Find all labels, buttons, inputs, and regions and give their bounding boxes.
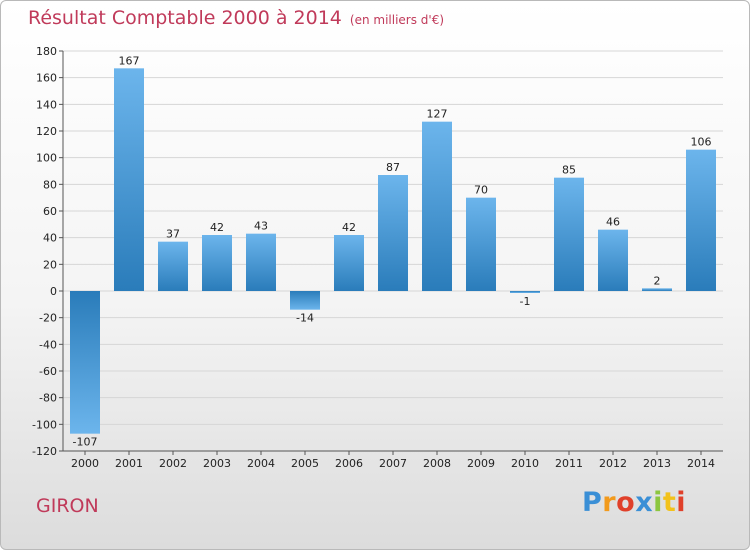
- bar-2001: [114, 68, 144, 291]
- tick-labels: -120 -100 -80 -60 -40 -20 0 20 40 60 80 100 120 140 16…: [32, 45, 715, 470]
- data-label-2005: -14: [296, 312, 314, 325]
- bar-2014: [686, 149, 716, 291]
- x-tick-label-2003: 2003: [203, 457, 231, 470]
- x-tick-label-2011: 2011: [555, 457, 583, 470]
- city-name: GIRON: [36, 495, 99, 517]
- bar-2008: [422, 121, 452, 292]
- data-label-2013: 2: [654, 274, 661, 287]
- data-label-2010: -1: [520, 295, 531, 308]
- y-tick-label: 140: [36, 98, 57, 111]
- y-tick-label: 180: [36, 45, 57, 58]
- logo-letter: i: [653, 487, 663, 518]
- x-tick-label-2004: 2004: [247, 457, 275, 470]
- logo-letter: o: [616, 487, 636, 518]
- y-tick-label: 160: [36, 72, 57, 85]
- logo-letter: P: [582, 487, 603, 518]
- x-tick-label-2014: 2014: [687, 457, 715, 470]
- x-tick-label-2007: 2007: [379, 457, 407, 470]
- x-tick-label-2012: 2012: [599, 457, 627, 470]
- y-tick-label: 100: [36, 152, 57, 165]
- bar-2000: [70, 291, 100, 434]
- x-tick-label-2001: 2001: [115, 457, 143, 470]
- data-label-2003: 42: [210, 221, 224, 234]
- title-text: Résultat Comptable 2000 à 2014: [28, 7, 342, 29]
- data-label-2006: 42: [342, 221, 356, 234]
- x-tick-label-2006: 2006: [335, 457, 363, 470]
- logo-letter: t: [662, 487, 677, 518]
- bar-2004: [246, 233, 276, 291]
- y-tick-label: 0: [50, 285, 57, 298]
- bar-2003: [202, 235, 232, 291]
- x-tick-label-2005: 2005: [291, 457, 319, 470]
- axes: [59, 50, 723, 455]
- bar-2013: [642, 288, 672, 291]
- bar-2007: [378, 175, 408, 291]
- bar-2006: [334, 235, 364, 291]
- data-label-2002: 37: [166, 228, 180, 241]
- x-tick-label-2009: 2009: [467, 457, 495, 470]
- x-tick-label-2000: 2000: [71, 457, 99, 470]
- bar-2009: [466, 197, 496, 291]
- y-tick-label: 80: [43, 178, 57, 191]
- bar-2005: [290, 291, 320, 310]
- y-tick-label: -120: [32, 445, 57, 458]
- y-tick-label: -100: [32, 418, 57, 431]
- data-label-2001: 167: [119, 54, 140, 67]
- logo-letter: i: [676, 487, 687, 518]
- x-tick-label-2008: 2008: [423, 457, 451, 470]
- bar-2011: [554, 177, 584, 291]
- data-label-2011: 85: [562, 164, 576, 177]
- x-tick-label-2013: 2013: [643, 457, 671, 470]
- data-label-2009: 70: [474, 184, 488, 197]
- data-label-2000: -107: [73, 436, 98, 449]
- logo-letter: x: [635, 487, 654, 518]
- data-label-2007: 87: [386, 161, 400, 174]
- bar-2012: [598, 229, 628, 291]
- data-label-2004: 43: [254, 220, 268, 233]
- data-labels: -107 167 37 42 43 -14 42 87 127 70 -1 85 46 2 106: [73, 54, 712, 448]
- bars: [70, 68, 716, 434]
- data-label-2008: 127: [427, 108, 448, 121]
- y-tick-label: -40: [39, 338, 57, 351]
- y-tick-label: -20: [39, 312, 57, 325]
- bar-2010: [510, 291, 540, 293]
- y-tick-label: 20: [43, 258, 57, 271]
- title-unit: (en milliers d'€): [349, 13, 445, 27]
- y-tick-label: -80: [39, 392, 57, 405]
- chart-title: Résultat Comptable 2000 à 2014 (en millie…: [28, 7, 444, 29]
- y-tick-label: 120: [36, 125, 57, 138]
- bar-2002: [158, 241, 188, 291]
- logo-letter: r: [602, 487, 617, 518]
- x-tick-label-2002: 2002: [159, 457, 187, 470]
- y-tick-label: 60: [43, 205, 57, 218]
- y-tick-label: -60: [39, 365, 57, 378]
- data-label-2014: 106: [691, 136, 712, 149]
- data-label-2012: 46: [606, 216, 620, 229]
- proxiti-logo[interactable]: Proxiti: [582, 487, 686, 518]
- y-tick-label: 40: [43, 232, 57, 245]
- x-tick-label-2010: 2010: [511, 457, 539, 470]
